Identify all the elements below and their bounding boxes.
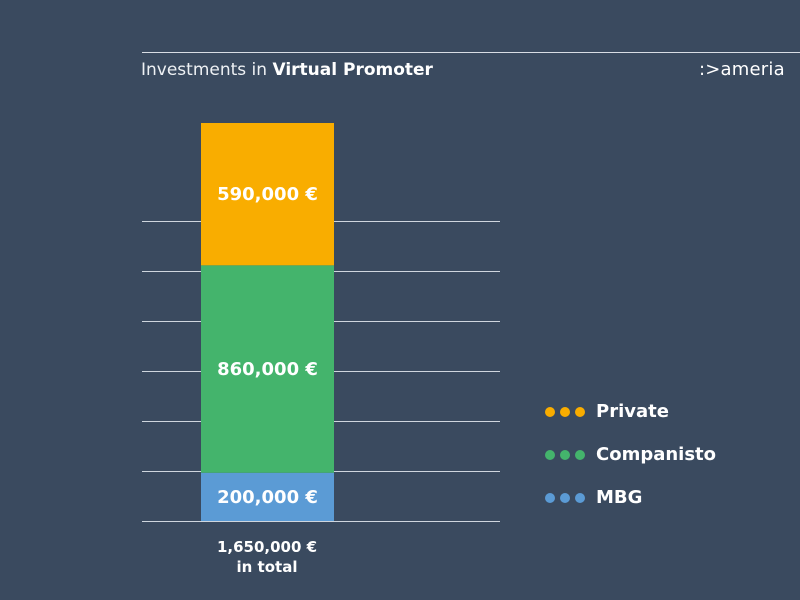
bar-labels: 200,000 € 860,000 € 590,000 € (217, 184, 318, 508)
legend-dot (545, 449, 555, 460)
legend-dot (575, 406, 585, 417)
data-label-private: 590,000 € (217, 184, 318, 205)
legend-dot (560, 492, 570, 503)
data-label-companisto: 860,000 € (217, 359, 318, 380)
total-label: 1,650,000 € in total (200, 537, 334, 577)
data-label-mbg: 200,000 € (217, 487, 318, 508)
legend-dot (560, 449, 570, 460)
bar-segment-private (201, 123, 334, 266)
bar-segment-companisto (201, 265, 334, 473)
chart-title: Investments in Virtual Promoter (141, 59, 433, 81)
bar-segments (201, 123, 334, 521)
legend-dot (545, 492, 555, 503)
ameria-logo: :>ameria (699, 59, 785, 80)
legend-label: Companisto (596, 444, 717, 465)
legend-item-private: Private (545, 399, 716, 424)
companisto-dots-icon (545, 449, 585, 460)
legend-dot (545, 406, 555, 417)
title-prefix: Investments in (141, 60, 268, 80)
legend-item-mbg: MBG (545, 485, 716, 510)
title-emphasis: Virtual Promoter (272, 60, 433, 80)
legend: Private Companisto MBG (545, 399, 716, 528)
total-amount: 1,650,000 € (216, 538, 318, 556)
legend-item-companisto: Companisto (545, 442, 716, 467)
legend-label: MBG (596, 487, 643, 508)
legend-dot (575, 492, 585, 503)
private-dots-icon (545, 406, 585, 417)
header-divider (142, 52, 800, 53)
total-caption: in total (236, 558, 298, 576)
legend-label: Private (596, 401, 669, 422)
legend-dot (575, 449, 585, 460)
mbg-dots-icon (545, 492, 585, 503)
bar-segment-mbg (201, 472, 334, 521)
legend-dot (560, 406, 570, 417)
